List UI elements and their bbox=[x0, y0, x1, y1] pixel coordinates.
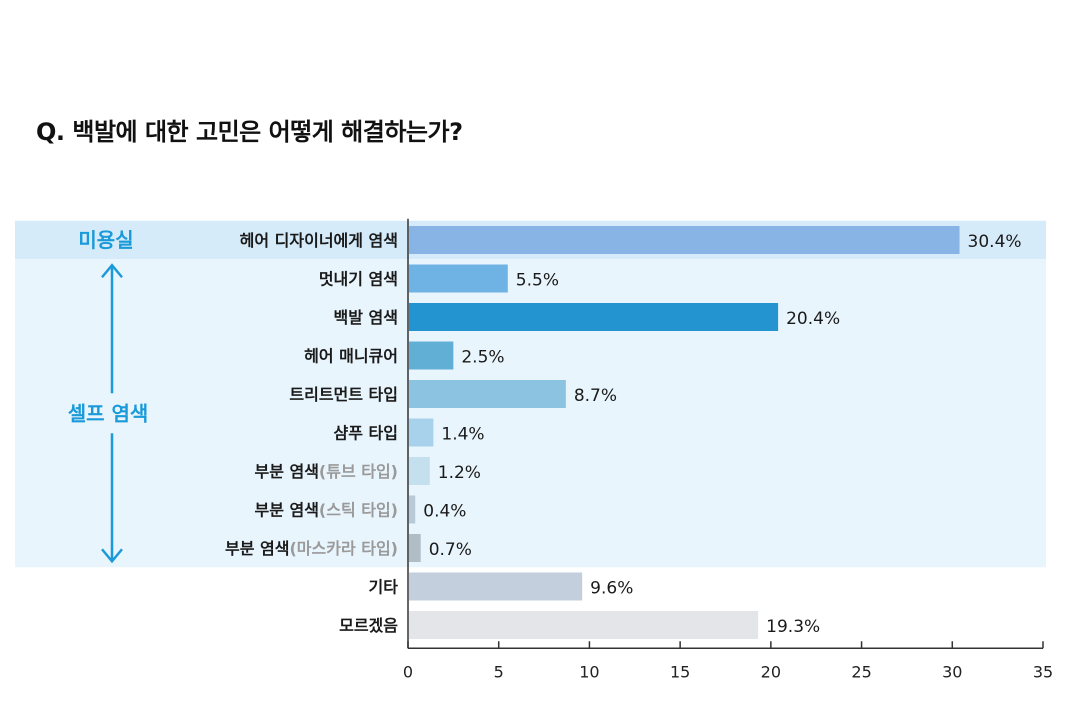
value-label: 19.3% bbox=[766, 617, 820, 637]
value-label: 0.7% bbox=[429, 540, 472, 560]
value-label: 20.4% bbox=[786, 309, 840, 329]
category-label: 백발 염색 bbox=[334, 308, 398, 327]
category-label: 헤어 매니큐어 bbox=[304, 347, 398, 366]
bar bbox=[409, 264, 508, 293]
category-label: 멋내기 염색 bbox=[319, 270, 398, 289]
category-label: 샴푸 타입 bbox=[334, 424, 398, 443]
bar bbox=[409, 226, 960, 254]
category-label: 부분 염색(스틱 타입) bbox=[254, 501, 398, 520]
category-label: 부분 염색(마스카라 타입) bbox=[225, 539, 398, 558]
value-label: 1.2% bbox=[438, 463, 481, 483]
category-label: 모르겠음 bbox=[339, 616, 398, 635]
category-label: 기타 bbox=[369, 578, 399, 597]
value-label: 8.7% bbox=[574, 386, 617, 406]
page-title: Q. 백발에 대한 고민은 어떻게 해결하는가? bbox=[36, 118, 463, 146]
group-label-self-dye: 셀프 염색 bbox=[68, 401, 149, 425]
value-label: 1.4% bbox=[441, 425, 484, 445]
value-label: 5.5% bbox=[516, 271, 559, 291]
bar bbox=[409, 572, 583, 601]
x-tick-label: 10 bbox=[579, 662, 599, 681]
bar bbox=[409, 457, 430, 485]
bar bbox=[409, 495, 416, 524]
value-label: 9.6% bbox=[590, 579, 633, 599]
bar bbox=[409, 611, 759, 639]
x-tick-label: 25 bbox=[851, 662, 871, 681]
category-label: 헤어 디자이너에게 염색 bbox=[240, 231, 398, 250]
x-tick-label: 20 bbox=[761, 662, 781, 681]
x-tick-label: 35 bbox=[1033, 662, 1053, 681]
arrow-down-icon bbox=[101, 548, 123, 564]
value-label: 30.4% bbox=[968, 232, 1022, 252]
bar bbox=[409, 380, 566, 408]
category-label: 부분 염색(튜브 타입) bbox=[254, 462, 398, 481]
arrow-up-icon bbox=[101, 263, 123, 279]
bar bbox=[409, 303, 779, 331]
x-tick-label: 30 bbox=[942, 662, 962, 681]
value-label: 2.5% bbox=[461, 348, 504, 368]
category-label: 트리트먼트 타입 bbox=[289, 385, 398, 404]
group-label-salon: 미용실 bbox=[78, 228, 133, 252]
value-label: 0.4% bbox=[423, 502, 466, 522]
x-tick-label: 15 bbox=[670, 662, 690, 681]
bar bbox=[409, 341, 454, 370]
bar bbox=[409, 534, 421, 562]
x-tick-label: 5 bbox=[494, 662, 504, 681]
x-tick-label: 0 bbox=[403, 662, 413, 681]
bar bbox=[409, 418, 434, 447]
